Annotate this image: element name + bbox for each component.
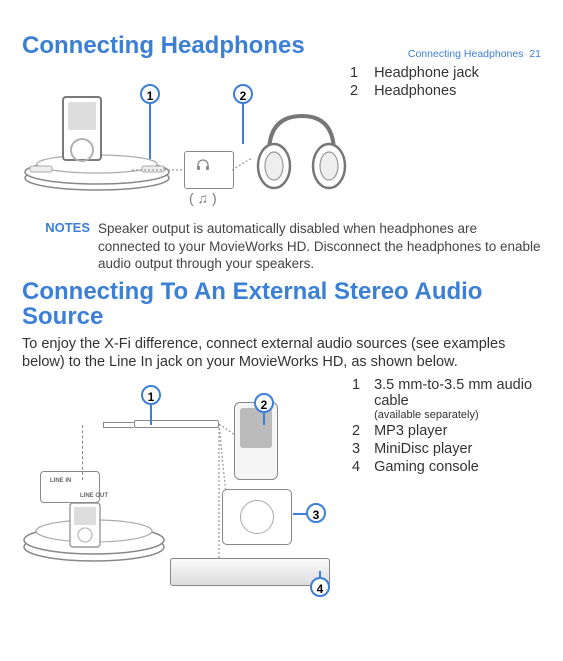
header-page: 21 — [529, 48, 541, 60]
heading-external-source: Connecting To An External Stereo Audio S… — [22, 279, 563, 329]
callout-2: 2 — [233, 84, 253, 104]
page-header: Connecting Headphones 21 — [408, 48, 541, 60]
legend-row: 4Gaming console — [352, 459, 561, 475]
lineout-label: LINE OUT — [80, 493, 108, 499]
callout2-1: 1 — [141, 385, 161, 405]
headphones-illustration — [254, 108, 349, 198]
callout-1: 1 — [140, 84, 160, 104]
section-headphones: ( ♫ ) 1 2 1Headphone jack 2Headphones — [0, 60, 563, 220]
diagram-external: LINE IN LINE OUT 1 2 3 4 — [22, 375, 342, 600]
legend-row: 2Headphones — [350, 83, 479, 99]
legend-row: 3MiniDisc player — [352, 441, 561, 457]
header-section: Connecting Headphones — [408, 48, 524, 60]
ipod-illustration — [62, 96, 102, 161]
jack-label: ( ♫ ) — [189, 190, 217, 206]
mp3-player-illustration — [234, 402, 278, 480]
legend-headphones: 1Headphone jack 2Headphones — [348, 63, 481, 101]
audio-cable — [134, 420, 219, 428]
linein-label: LINE IN — [50, 478, 71, 484]
legend-row: 13.5 mm-to-3.5 mm audio cable(available … — [352, 377, 561, 421]
connection-line — [132, 158, 252, 178]
notes-text: Speaker output is automatically disabled… — [98, 220, 541, 273]
minidisc-illustration — [222, 489, 292, 545]
legend-row: 2MP3 player — [352, 423, 561, 439]
legend-row: 1Headphone jack — [350, 65, 479, 81]
cable-wire — [82, 425, 84, 480]
section-external: LINE IN LINE OUT 1 2 3 4 13.5 mm-to-3.5 … — [0, 375, 563, 605]
callout2-3: 3 — [306, 503, 326, 523]
intro-text: To enjoy the X-Fi difference, connect ex… — [22, 335, 541, 371]
notes-block: NOTES Speaker output is automatically di… — [22, 220, 541, 273]
console-illustration — [170, 558, 330, 586]
legend-external: 13.5 mm-to-3.5 mm audio cable(available … — [350, 375, 563, 477]
diagram-headphones: ( ♫ ) 1 2 — [22, 76, 322, 206]
callout2-4: 4 — [310, 577, 330, 597]
notes-label: NOTES — [22, 220, 98, 273]
